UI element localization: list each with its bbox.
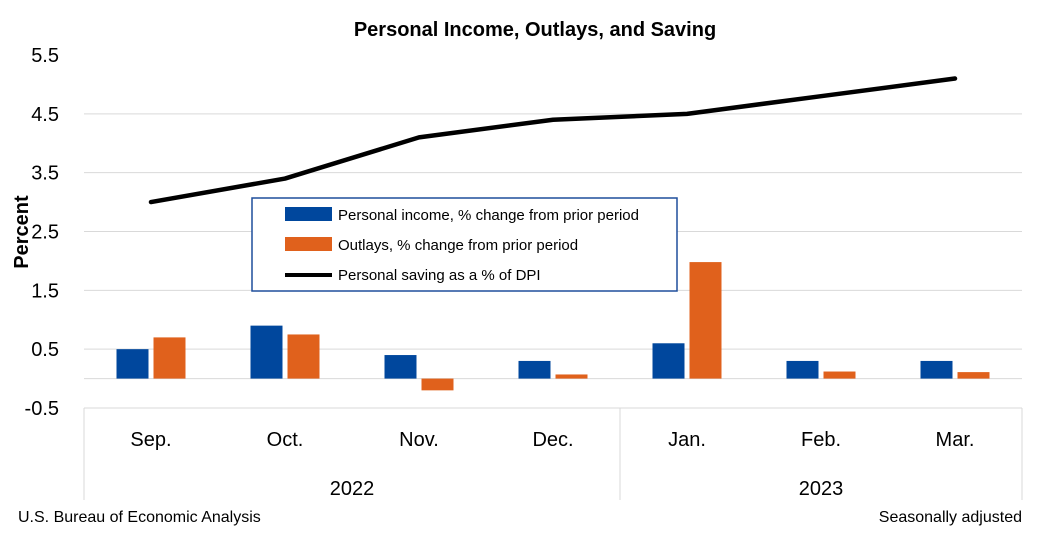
income-bar (250, 325, 283, 379)
income-bar (384, 355, 417, 379)
y-tick-label: 0.5 (31, 339, 59, 361)
outlays-bar (153, 337, 186, 379)
chart-title: Personal Income, Outlays, and Saving (354, 19, 716, 41)
y-tick-label: 4.5 (31, 104, 59, 126)
outlays-bar (287, 334, 320, 379)
income-bar (920, 360, 953, 379)
income-bar (116, 349, 149, 379)
bars (116, 262, 990, 391)
y-tick-label: -0.5 (25, 398, 59, 420)
x-tick-label: Feb. (801, 429, 841, 451)
y-tick-label: 1.5 (31, 280, 59, 302)
legend-swatch-income (285, 207, 332, 221)
outlays-bar (555, 374, 588, 379)
year-label: 2023 (799, 478, 844, 500)
outlays-bar (823, 371, 856, 379)
legend-label-income: Personal income, % change from prior per… (338, 207, 639, 224)
y-tick-label: 5.5 (31, 45, 59, 67)
income-bar (652, 343, 685, 379)
y-tick-label: 2.5 (31, 222, 59, 244)
y-tick-labels: 5.5 4.5 3.5 2.5 1.5 0.5 -0.5 (25, 45, 59, 420)
x-tick-label: Dec. (532, 429, 573, 451)
income-bar (518, 360, 551, 379)
y-tick-label: 3.5 (31, 163, 59, 185)
legend-label-outlays: Outlays, % change from prior period (338, 237, 578, 254)
x-tick-label: Nov. (399, 429, 439, 451)
x-tick-label: Mar. (936, 429, 975, 451)
x-tick-label: Sep. (130, 429, 171, 451)
x-axis: Sep. Oct. Nov. Dec. Jan. Feb. Mar. 2022 2023 (83, 407, 1023, 500)
outlays-bar (421, 378, 454, 391)
year-label: 2022 (330, 478, 375, 500)
source-note: U.S. Bureau of Economic Analysis (18, 509, 261, 526)
saving-line (148, 76, 958, 205)
legend-swatch-outlays (285, 237, 332, 251)
legend: Personal income, % change from prior per… (251, 197, 678, 292)
outlays-bar (689, 262, 722, 379)
x-tick-label: Jan. (668, 429, 706, 451)
x-tick-label: Oct. (267, 429, 304, 451)
y-axis-label: Percent (11, 195, 33, 269)
seasonal-note: Seasonally adjusted (879, 509, 1022, 526)
legend-label-saving: Personal saving as a % of DPI (338, 267, 541, 284)
income-bar (786, 360, 819, 379)
outlays-bar (957, 372, 990, 379)
saving-line-path (148, 76, 958, 205)
